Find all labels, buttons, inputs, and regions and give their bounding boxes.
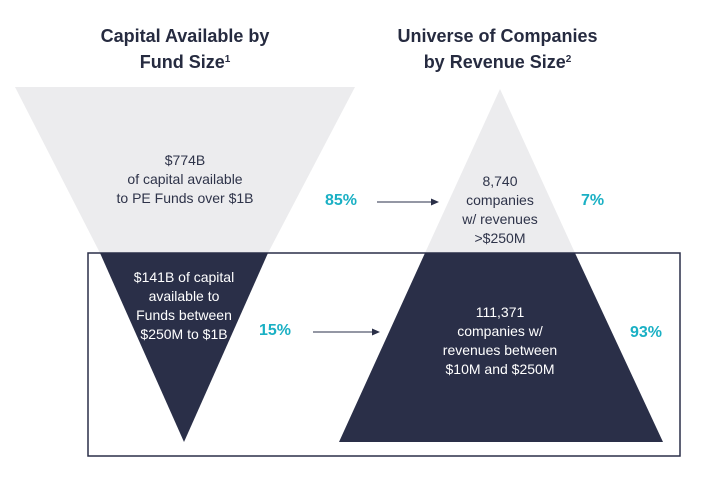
- pyramid-top-line: companies: [466, 192, 534, 208]
- funnel-bottom-label: $141B of capital available to Funds betw…: [114, 268, 254, 344]
- funnel-top-line: to PE Funds over $1B: [116, 190, 254, 206]
- funnel-bottom-percent: 15%: [259, 322, 292, 339]
- funnel-bottom-segment: [100, 253, 268, 442]
- funnel-bottom-line: Funds between: [136, 307, 232, 323]
- pyramid-bottom-line: revenues between: [442, 342, 558, 358]
- pyramid-top-line: >$250M: [474, 230, 526, 246]
- pyramid-bottom-percent: 93%: [630, 324, 663, 341]
- heading-right: Universe of Companies by Revenue Size2: [380, 25, 615, 74]
- funnel-bottom-line: available to: [148, 288, 220, 304]
- funnel-top-line: of capital available: [127, 171, 243, 187]
- pyramid-bottom-segment: [339, 253, 663, 442]
- highlight-frame: [87, 252, 681, 457]
- heading-left-footnote: 1: [224, 54, 231, 65]
- pyramid-bottom-line: 111,371: [475, 304, 525, 320]
- heading-left-text2: Fund Size: [139, 52, 225, 72]
- pyramid-top-percent: 7%: [581, 192, 605, 209]
- pyramid-top-label: 8,740 companies w/ revenues >$250M: [440, 172, 560, 248]
- funnel-top-line: $774B: [164, 152, 206, 168]
- heading-left: Capital Available by Fund Size1: [80, 25, 290, 74]
- heading-right-footnote: 2: [565, 54, 572, 65]
- heading-right-line1: Universe of Companies: [397, 26, 598, 46]
- pyramid-top-line: w/ revenues: [462, 211, 538, 227]
- pyramid-bottom-line: companies w/: [457, 323, 543, 339]
- pyramid-bottom-line: $10M and $250M: [445, 361, 555, 377]
- funnel-bottom-line: $250M to $1B: [140, 326, 228, 342]
- heading-right-text2: by Revenue Size: [423, 52, 566, 72]
- heading-right-line2: by Revenue Size2: [380, 48, 615, 74]
- funnel-top-segment: [15, 87, 355, 253]
- pyramid-top-line: 8,740: [482, 173, 518, 189]
- funnel-bottom-line: $141B of capital: [133, 269, 235, 285]
- arrow-top: [377, 198, 439, 206]
- pyramid-top-segment: [425, 89, 575, 253]
- pyramid-bottom-label: 111,371 companies w/ revenues between $1…: [420, 303, 580, 379]
- heading-left-line2: Fund Size1: [80, 48, 290, 74]
- funnel-top-percent: 85%: [325, 192, 358, 209]
- heading-left-line1: Capital Available by: [100, 26, 270, 46]
- arrow-bottom: [313, 328, 380, 336]
- funnel-top-label: $774B of capital available to PE Funds o…: [95, 151, 275, 208]
